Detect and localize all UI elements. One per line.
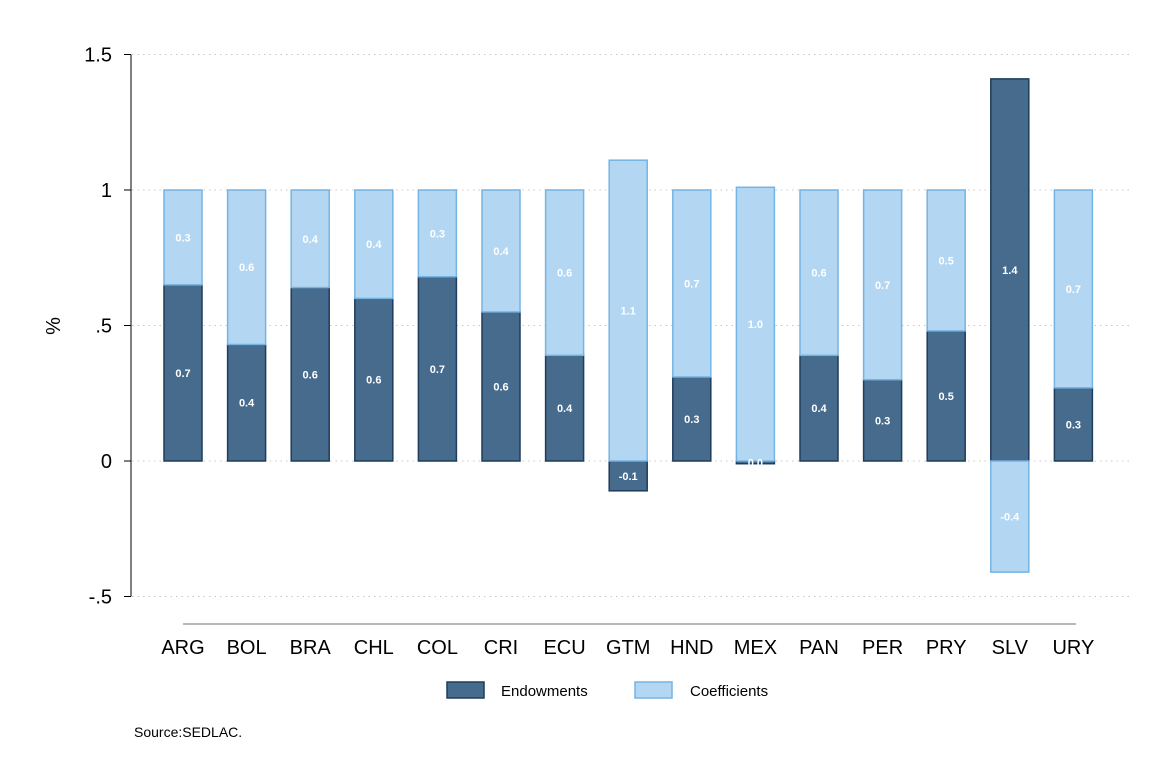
data-label: 0.3 bbox=[175, 232, 190, 244]
y-tick-label: 1.5 bbox=[84, 45, 112, 67]
x-tick-label: CHL bbox=[354, 637, 394, 659]
data-label: -0.1 bbox=[619, 471, 638, 483]
x-tick-label: HND bbox=[670, 637, 713, 659]
x-tick-label: ECU bbox=[543, 637, 585, 659]
data-label: 0.6 bbox=[366, 375, 381, 387]
bar-coefficients-col bbox=[417, 189, 458, 278]
y-tick-label: -.5 bbox=[89, 587, 112, 609]
x-tick-label: ARG bbox=[161, 637, 204, 659]
y-tick-label: 1 bbox=[101, 180, 112, 202]
x-tick-label: PER bbox=[862, 637, 903, 659]
legend-label-endowments: Endowments bbox=[501, 683, 588, 700]
data-label: 1.1 bbox=[621, 306, 636, 318]
bar-coefficients-ecu bbox=[544, 189, 585, 357]
data-labels: 0.7 0.3 0.4 0.6 0.6 0.4 0.6 0.4 0.7 0.3 0.6 0.4 0.4 0… bbox=[175, 228, 1081, 523]
x-tick-label: BRA bbox=[290, 637, 332, 659]
bar-coefficients-chl bbox=[354, 189, 394, 300]
x-axis: ARG BOL BRA CHL COL CRI ECU GTM HND MEX PAN PER PRY S… bbox=[161, 623, 1094, 659]
x-tick-label: URY bbox=[1052, 637, 1094, 659]
bar-endowments-pan bbox=[799, 354, 839, 462]
bar-endowments-cri bbox=[481, 311, 521, 462]
bars bbox=[163, 78, 1094, 573]
x-tick-label: GTM bbox=[606, 637, 650, 659]
data-label: 0.7 bbox=[175, 368, 190, 380]
y-axis-title: % bbox=[43, 317, 65, 335]
data-label: 1.4 bbox=[1002, 265, 1018, 277]
bar-coefficients-cri bbox=[481, 189, 521, 313]
data-label: 0.6 bbox=[239, 262, 254, 274]
bar-coefficients-pan bbox=[799, 189, 839, 357]
legend-swatch-endowments bbox=[446, 681, 485, 699]
data-label: 0.6 bbox=[557, 268, 572, 280]
bar-endowments-per bbox=[862, 378, 903, 462]
bar-endowments-gtm bbox=[608, 460, 648, 492]
source-note: Source:SEDLAC. bbox=[134, 724, 242, 740]
data-label: 0.4 bbox=[303, 234, 319, 246]
data-label: 0.3 bbox=[430, 228, 445, 240]
data-label: 0.6 bbox=[493, 381, 508, 393]
data-label: 0.3 bbox=[1066, 419, 1081, 431]
bar-coefficients-pry bbox=[926, 189, 966, 332]
legend-label-coefficients: Coefficients bbox=[690, 683, 768, 700]
x-tick-label: SLV bbox=[992, 637, 1029, 659]
data-label: 0.4 bbox=[239, 398, 255, 410]
y-tick-label: .5 bbox=[95, 316, 112, 338]
data-label: 0.5 bbox=[939, 255, 954, 267]
data-label: 0.3 bbox=[684, 414, 699, 426]
bar-coefficients-mex bbox=[735, 186, 776, 462]
bar-endowments-hnd bbox=[672, 376, 712, 462]
data-label: 0.4 bbox=[366, 239, 382, 251]
bar-coefficients-hnd bbox=[672, 189, 712, 378]
data-label: 0.6 bbox=[303, 369, 318, 381]
bar-coefficients-bra bbox=[290, 189, 330, 289]
x-tick-label: PRY bbox=[926, 637, 967, 659]
y-tick-label: 0 bbox=[101, 451, 112, 473]
bar-coefficients-bol bbox=[226, 189, 267, 346]
data-label: 0.0 bbox=[748, 457, 763, 469]
x-tick-label: COL bbox=[417, 637, 458, 659]
bar-coefficients-ury bbox=[1053, 189, 1094, 389]
data-label: 0.5 bbox=[939, 391, 954, 403]
data-label: 1.0 bbox=[748, 319, 763, 331]
data-label: 0.4 bbox=[493, 246, 509, 258]
data-label: 0.4 bbox=[557, 403, 573, 415]
data-label: 0.7 bbox=[875, 280, 890, 292]
bar-coefficients-gtm bbox=[608, 159, 648, 462]
bar-endowments-ury bbox=[1053, 387, 1094, 462]
y-axis: -.5 0 .5 1 1.5 bbox=[84, 45, 132, 609]
x-tick-label: MEX bbox=[734, 637, 777, 659]
x-tick-label: CRI bbox=[484, 637, 518, 659]
data-label: 0.6 bbox=[811, 268, 826, 280]
x-tick-label: PAN bbox=[799, 637, 839, 659]
bar-coefficients-per bbox=[862, 189, 903, 381]
legend: Endowments Coefficients bbox=[446, 681, 768, 700]
data-label: 0.4 bbox=[811, 403, 827, 415]
bar-endowments-chl bbox=[354, 297, 394, 462]
data-label: 0.7 bbox=[684, 278, 699, 290]
bar-endowments-arg bbox=[163, 284, 203, 462]
bar-coefficients-arg bbox=[163, 189, 203, 286]
bar-coefficients-slv bbox=[990, 460, 1030, 573]
data-label: 0.7 bbox=[430, 364, 445, 376]
x-tick-label: BOL bbox=[227, 637, 267, 659]
bar-endowments-ecu bbox=[544, 354, 585, 462]
legend-swatch-coefficients bbox=[634, 681, 673, 699]
data-label: 0.7 bbox=[1066, 284, 1081, 296]
bar-endowments-col bbox=[417, 275, 458, 462]
data-label: -0.4 bbox=[1000, 512, 1020, 524]
data-label: 0.3 bbox=[875, 415, 890, 427]
